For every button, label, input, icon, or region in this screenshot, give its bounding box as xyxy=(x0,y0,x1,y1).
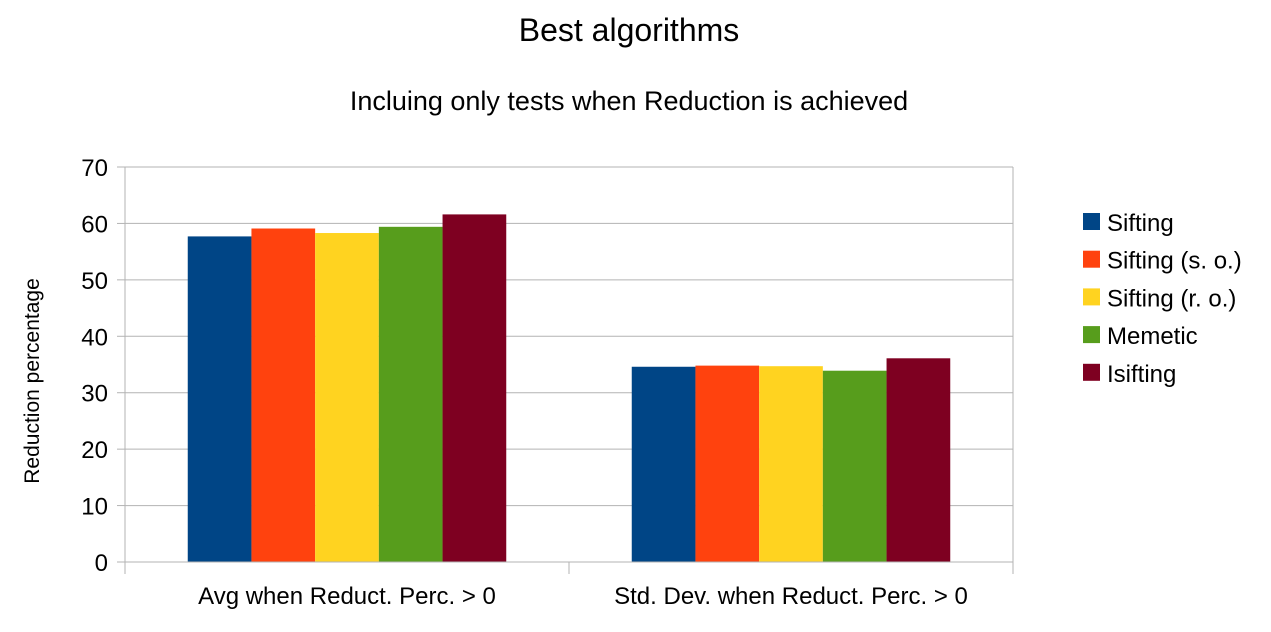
chart-subtitle: Incluing only tests when Reduction is ac… xyxy=(350,86,908,116)
legend: Sifting Sifting (s. o.) Sifting (r. o.) Mem… xyxy=(1083,210,1242,388)
legend-label: Sifting (s. o.) xyxy=(1107,248,1242,275)
y-axis-label: Reduction percentage xyxy=(21,278,44,483)
y-tick-label: 30 xyxy=(81,381,108,408)
legend-label: Isifting xyxy=(1107,361,1176,388)
y-tick-label: 10 xyxy=(81,494,108,521)
bar xyxy=(315,233,379,562)
y-tick-label: 0 xyxy=(95,550,108,577)
y-tick-label: 50 xyxy=(81,268,108,295)
bar xyxy=(695,365,760,562)
legend-swatch xyxy=(1083,363,1100,381)
legend-swatch xyxy=(1083,326,1100,344)
bar xyxy=(759,366,823,562)
legend-swatch xyxy=(1083,288,1100,306)
bar xyxy=(631,366,696,562)
y-tick-label: 60 xyxy=(81,211,108,238)
legend-swatch xyxy=(1083,213,1100,230)
legend-swatch xyxy=(1083,250,1100,268)
y-tick-label: 20 xyxy=(81,437,108,464)
legend-label: Sifting xyxy=(1107,210,1174,237)
bar xyxy=(822,370,887,562)
bar xyxy=(251,228,316,562)
bar xyxy=(378,226,443,563)
bars xyxy=(187,214,951,563)
bar xyxy=(886,358,951,562)
chart-title: Best algorithms xyxy=(519,12,740,48)
y-tick-label: 40 xyxy=(81,324,108,351)
category-label: Std. Dev. when Reduct. Perc. > 0 xyxy=(614,583,968,610)
y-tick-labels: 0 10 20 30 40 50 60 70 xyxy=(81,155,108,577)
category-labels: Avg when Reduct. Perc. > 0 Std. Dev. when… xyxy=(198,583,968,610)
bar xyxy=(187,236,252,562)
axes xyxy=(124,167,1014,574)
legend-label: Sifting (r. o.) xyxy=(1107,285,1236,312)
y-tick-label: 70 xyxy=(81,155,108,182)
bar xyxy=(442,214,507,562)
category-label: Avg when Reduct. Perc. > 0 xyxy=(198,583,496,610)
legend-label: Memetic xyxy=(1107,323,1198,350)
